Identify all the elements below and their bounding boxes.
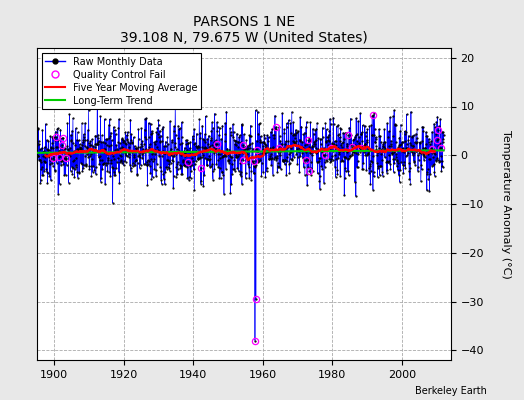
Legend: Raw Monthly Data, Quality Control Fail, Five Year Moving Average, Long-Term Tren: Raw Monthly Data, Quality Control Fail, … [41,53,201,109]
Title: PARSONS 1 NE
39.108 N, 79.675 W (United States): PARSONS 1 NE 39.108 N, 79.675 W (United … [120,15,367,46]
Y-axis label: Temperature Anomaly (°C): Temperature Anomaly (°C) [500,130,510,278]
Text: Berkeley Earth: Berkeley Earth [416,386,487,396]
